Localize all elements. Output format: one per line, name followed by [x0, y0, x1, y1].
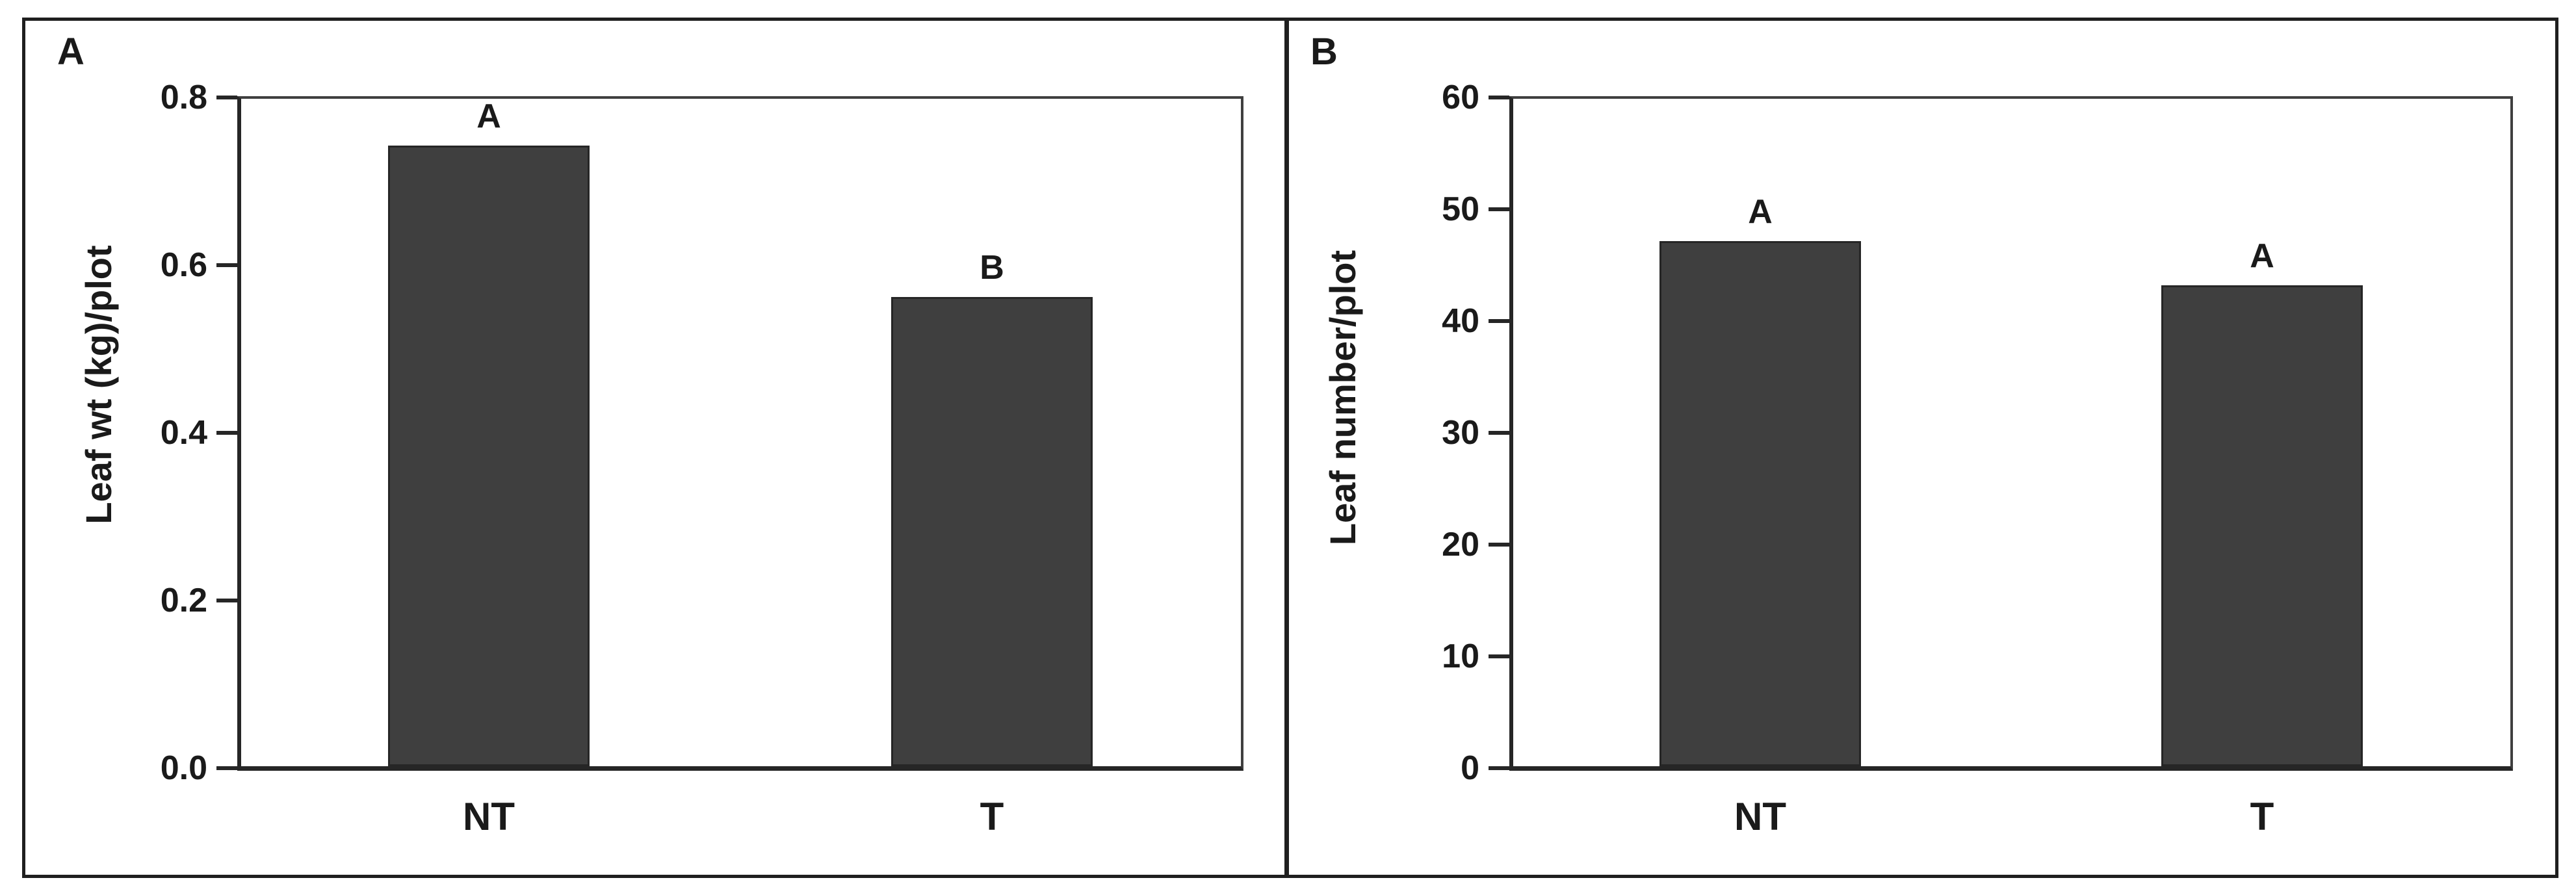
y-tick-label: 10 [1442, 638, 1479, 675]
significance-letter: A [2250, 237, 2274, 276]
panel-b-label: B [1310, 31, 1338, 73]
y-tick-mark [1489, 766, 1509, 770]
y-tick-label: 60 [1442, 79, 1479, 116]
y-tick-label: 40 [1442, 302, 1479, 340]
y-tick-mark [216, 599, 237, 602]
y-tick-mark [1489, 319, 1509, 323]
panel-divider [1284, 18, 1289, 878]
y-tick-mark [1489, 96, 1509, 99]
y-tick-mark [216, 263, 237, 267]
significance-letter: A [476, 97, 501, 136]
panel-a-label: A [57, 31, 85, 73]
y-tick-label: 0.6 [160, 246, 207, 284]
significance-letter: A [1748, 192, 1773, 231]
x-category-label: T [980, 795, 1004, 838]
y-tick-mark [216, 766, 237, 770]
y-axis-title-a: Leaf wt (kg)/plot [78, 245, 119, 524]
y-tick-mark [1489, 543, 1509, 547]
x-category-label: NT [463, 795, 515, 838]
y-tick-mark [216, 96, 237, 99]
significance-letter: B [980, 248, 1004, 287]
y-tick-label: 0 [1461, 749, 1479, 787]
y-tick-label: 20 [1442, 526, 1479, 563]
x-category-label: T [2250, 795, 2274, 838]
y-tick-label: 50 [1442, 190, 1479, 228]
y-tick-label: 30 [1442, 414, 1479, 452]
bar-nt [1659, 240, 1861, 766]
y-tick-mark [1489, 207, 1509, 211]
x-category-label: NT [1734, 795, 1786, 838]
y-tick-mark [216, 431, 237, 435]
y-tick-label: 0.0 [160, 749, 207, 787]
y-tick-label: 0.4 [160, 414, 207, 452]
y-axis-title-b: Leaf number/plot [1322, 250, 1363, 546]
y-tick-label: 0.2 [160, 582, 207, 619]
y-tick-label: 0.8 [160, 79, 207, 116]
bar-nt [388, 146, 590, 766]
bar-t [2161, 285, 2363, 766]
y-tick-mark [1489, 654, 1509, 658]
y-tick-mark [1489, 431, 1509, 435]
bar-t [891, 296, 1093, 766]
